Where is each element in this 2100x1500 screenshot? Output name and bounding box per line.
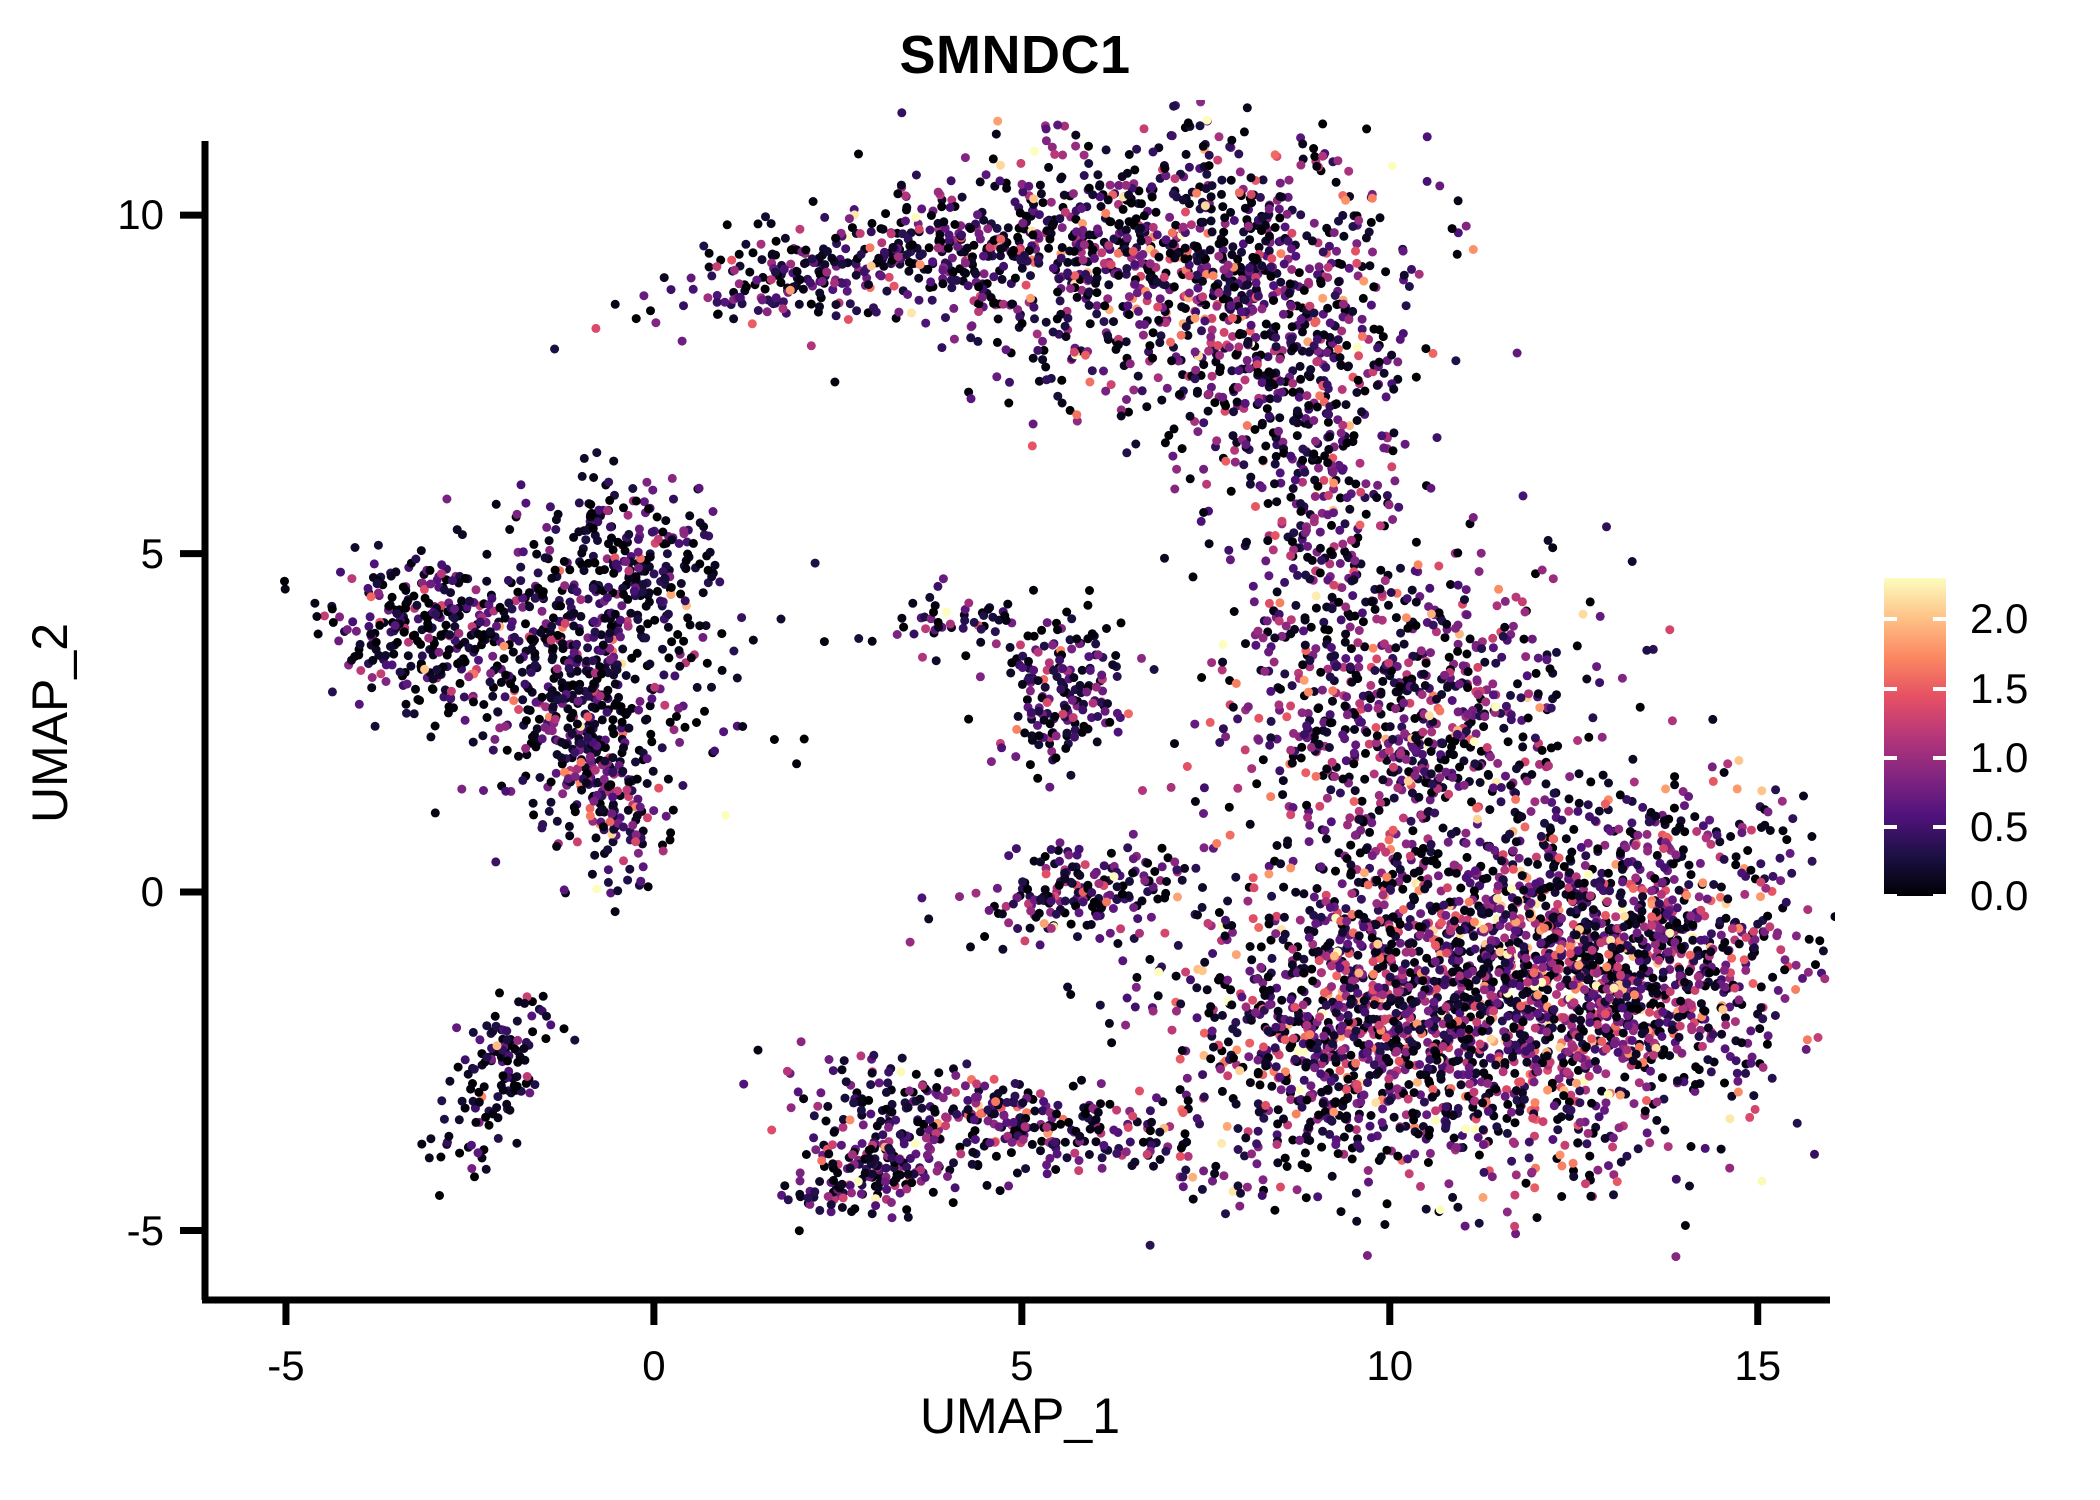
y-tick-label: -5: [126, 1206, 164, 1254]
colorbar-tick-mark: [1933, 755, 1946, 760]
y-tick-label: 5: [140, 529, 164, 577]
colorbar-tick-label: 0.0: [1970, 872, 2029, 919]
y-tick-label: 0: [140, 868, 164, 916]
colorbar-tick-mark: [1884, 824, 1897, 829]
x-tick-label: 15: [1734, 1342, 1782, 1389]
colorbar-tick-label: 2.0: [1970, 595, 2029, 643]
colorbar-tick-mark: [1933, 617, 1946, 622]
colorbar-tick-label: 1.5: [1970, 664, 2029, 712]
x-tick-label: 10: [1366, 1342, 1414, 1389]
y-tick-label: 10: [117, 191, 164, 239]
colorbar-tick-mark: [1884, 686, 1897, 691]
page-title: SMNDC1: [899, 25, 1131, 85]
colorbar-tick-mark: [1933, 894, 1946, 898]
colorbar-legend: 2.0 1.5 1.0 0.5 0.0: [1884, 578, 2084, 917]
colorbar-tick-mark: [1933, 824, 1946, 829]
colorbar-tick-mark: [1933, 686, 1946, 691]
x-tick-label: -5: [267, 1342, 305, 1389]
plot-panel: [205, 100, 1835, 1305]
colorbar-tick-label: 1.0: [1970, 733, 2029, 781]
colorbar-tick-label: 0.5: [1970, 802, 2029, 850]
x-tick-label: 5: [1010, 1342, 1034, 1389]
x-tick-label: 0: [642, 1342, 666, 1389]
colorbar-tick-mark: [1884, 894, 1897, 898]
colorbar: [1884, 578, 1946, 898]
scatter-points-layer: [280, 100, 1835, 1262]
colorbar-tick-mark: [1884, 617, 1897, 622]
scatter-points: [280, 100, 1835, 1262]
y-axis-title: UMAP_2: [22, 622, 78, 824]
colorbar-tick-mark: [1884, 755, 1897, 760]
x-axis-title: UMAP_1: [919, 1388, 1121, 1444]
colorbar-gradient: [1884, 578, 1946, 896]
